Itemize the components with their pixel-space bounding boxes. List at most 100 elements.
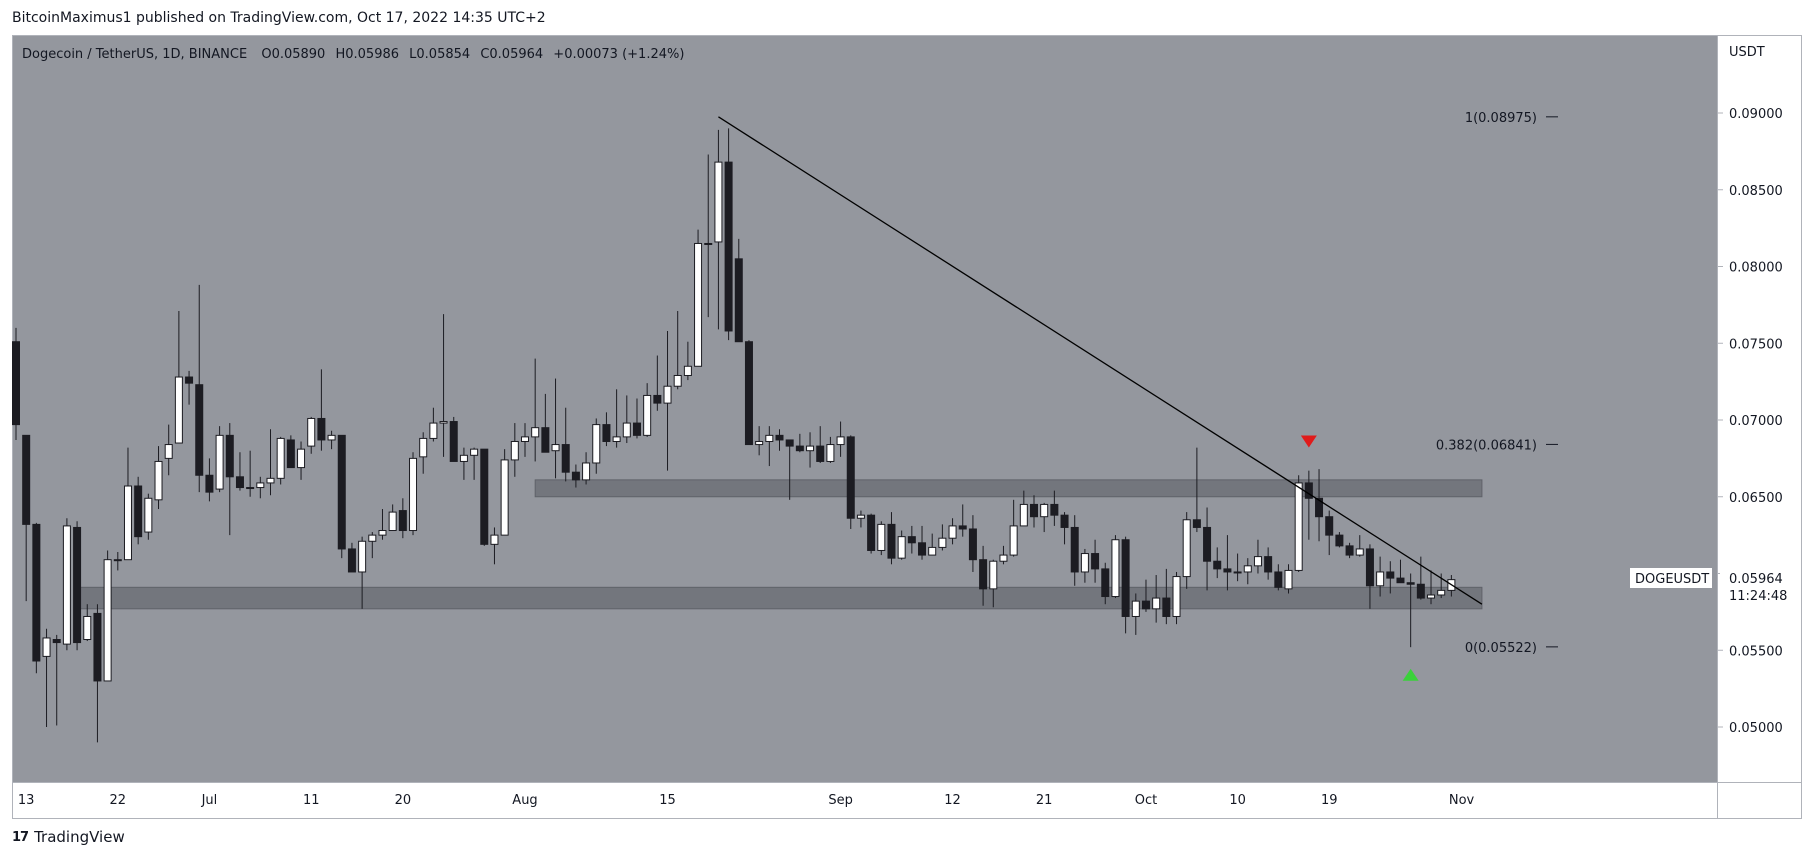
time-tick-label-2: Jul	[201, 793, 218, 808]
candle-body-27	[286, 439, 295, 469]
price-tick-label-3: 0.07500	[1729, 337, 1783, 352]
candle-body-50	[521, 436, 529, 442]
tradingview-mark-icon: 17	[12, 829, 29, 845]
legend-open-value: 0.05890	[272, 47, 326, 62]
candle-body-106	[1091, 553, 1100, 570]
descending-trendline	[718, 116, 1483, 605]
candle-body-28	[297, 448, 306, 469]
legend-symbol-title: Dogecoin / TetherUS, 1D, BINANCE	[22, 47, 247, 62]
green-arrow-up-icon	[1402, 668, 1419, 681]
support-resistance-zones	[76, 479, 1483, 610]
candle-body-25	[266, 477, 275, 484]
candle-body-75	[775, 434, 784, 441]
tradingview-logo-text: TradingView	[34, 828, 125, 846]
candle-body-47	[490, 534, 499, 545]
candle-body-14	[154, 460, 163, 501]
price-tick-label-4: 0.07000	[1729, 414, 1783, 429]
candle-body-57	[592, 424, 601, 464]
candle-body-114	[1172, 576, 1181, 617]
candle-body-126	[1294, 482, 1303, 571]
candle-body-83	[856, 514, 865, 519]
candle-body-91	[938, 537, 947, 548]
published-line: BitcoinMaximus1 published on TradingView…	[12, 10, 546, 26]
candle-body-23	[246, 487, 255, 490]
candle-body-82	[846, 436, 855, 519]
candle-body-105	[1080, 553, 1089, 573]
candle-body-124	[1274, 571, 1283, 588]
candle-body-42	[439, 421, 448, 424]
candle-body-2	[32, 523, 41, 662]
candle-body-24	[256, 482, 265, 489]
candle-body-59	[612, 436, 621, 442]
tradingview-logo[interactable]: 17 TradingView	[12, 828, 125, 846]
candle-body-125	[1284, 569, 1293, 590]
candle-body-133	[1365, 548, 1374, 587]
candle-body-9	[103, 559, 112, 682]
price-tick-label-0: 0.09000	[1729, 107, 1783, 122]
time-tick-label-3: 11	[303, 793, 320, 808]
time-tick-label-13: Nov	[1449, 793, 1475, 808]
candle-body-8	[93, 612, 102, 682]
candle-body-118	[1213, 560, 1222, 570]
time-tick-label-11: 10	[1229, 793, 1246, 808]
candle-body-89	[918, 542, 927, 556]
fib-levels: 1(0.08975) 0.382(0.06841) 0(0.05522)	[1436, 111, 1558, 656]
candle-body-77	[795, 445, 804, 452]
trendlines	[718, 116, 1483, 605]
candle-body-79	[816, 445, 825, 462]
candle-body-120	[1233, 571, 1242, 574]
candle-body-15	[164, 444, 173, 459]
candle-body-65	[673, 374, 682, 387]
time-axis-ticks[interactable]: 13 22 Jul 11 20 Aug 15 Sep 12 21 Oct 10 19 Nov	[18, 793, 1475, 808]
candle-body-18	[195, 384, 204, 476]
candle-body-128	[1315, 497, 1324, 518]
candle-body-88	[907, 536, 916, 544]
legend-close-value: 0.05964	[489, 47, 543, 62]
candle-body-72	[744, 341, 753, 446]
candle-body-69	[714, 161, 723, 243]
candle-body-66	[683, 365, 692, 376]
markers	[1300, 435, 1419, 681]
candle-body-38	[398, 510, 407, 532]
candle-body-117	[1203, 526, 1212, 562]
candle-body-62	[643, 394, 652, 436]
candle-body-40	[419, 437, 428, 458]
candle-body-84	[867, 514, 876, 551]
candle-body-11	[123, 485, 132, 561]
candle-body-110	[1131, 600, 1140, 617]
candle-body-131	[1345, 545, 1354, 556]
symbol-tag-bg	[1630, 568, 1712, 588]
price-tag-bg	[1720, 567, 1792, 605]
candle-body-136	[1396, 577, 1405, 584]
candle-body-130	[1335, 534, 1344, 547]
legend-line: Dogecoin / TetherUS, 1D, BINANCE O0.0589…	[22, 47, 684, 62]
candle-body-61	[632, 422, 641, 436]
price-tag-countdown: 11:24:48	[1729, 589, 1787, 604]
time-tick-label-10: Oct	[1135, 793, 1157, 808]
time-tick-label-9: 21	[1036, 793, 1053, 808]
candle-body-97	[999, 554, 1008, 562]
time-tick-label-6: 15	[659, 793, 676, 808]
candle-body-45	[470, 448, 479, 456]
price-axis-currency: USDT	[1729, 45, 1765, 60]
time-tick-label-7: Sep	[828, 793, 853, 808]
candle-body-140	[1437, 589, 1446, 596]
candle-body-33	[347, 548, 356, 573]
legend-open-label: O	[261, 47, 271, 62]
time-tick-label-5: Aug	[512, 793, 537, 808]
candle-body-19	[205, 474, 214, 493]
candle-body-73	[755, 440, 764, 446]
candle-body-44	[459, 454, 468, 462]
price-tick-label-8: 0.05000	[1729, 721, 1783, 736]
candle-body-63	[653, 394, 662, 404]
price-tick-label-5: 0.06500	[1729, 491, 1783, 506]
legend-low-value: 0.05854	[416, 47, 470, 62]
candle-body-86	[887, 523, 896, 559]
candle-body-49	[510, 440, 519, 461]
legend-low-label: L	[409, 47, 417, 62]
candle-body-101	[1040, 503, 1049, 518]
candle-body-4	[52, 639, 61, 644]
candle-body-80	[826, 444, 835, 462]
candle-body-12	[134, 485, 143, 538]
